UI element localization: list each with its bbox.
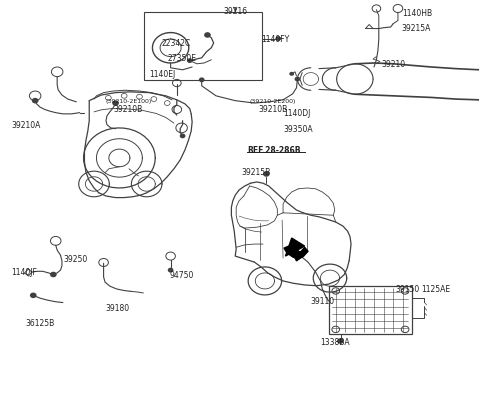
Circle shape (199, 78, 204, 83)
Text: 1140DJ: 1140DJ (283, 109, 311, 118)
Text: 39180: 39180 (105, 303, 129, 312)
Text: 1140FY: 1140FY (262, 35, 290, 45)
Bar (144, 13, 262, 81)
Text: (39210-2E100): (39210-2E100) (106, 99, 152, 104)
Text: 27350E: 27350E (167, 54, 196, 63)
Circle shape (289, 73, 294, 77)
Text: 22342C: 22342C (161, 39, 190, 49)
Text: 39350A: 39350A (283, 125, 312, 134)
Text: 94750: 94750 (169, 270, 193, 279)
Text: 39210A: 39210A (11, 121, 41, 130)
Circle shape (180, 134, 185, 139)
Circle shape (50, 272, 57, 277)
Text: REF.28-286B: REF.28-286B (247, 146, 300, 155)
Text: 36125B: 36125B (25, 318, 55, 327)
Text: 39210B: 39210B (258, 105, 288, 114)
Polygon shape (286, 239, 305, 261)
Text: 39210B: 39210B (113, 105, 143, 114)
Bar (328, 286, 412, 334)
Circle shape (337, 338, 344, 344)
Polygon shape (284, 247, 308, 259)
Text: (39210-2E200): (39210-2E200) (250, 99, 296, 104)
Circle shape (168, 268, 173, 273)
Circle shape (276, 37, 281, 42)
Text: 39215A: 39215A (402, 24, 431, 33)
Text: 1140EJ: 1140EJ (149, 70, 175, 79)
Text: 1125AE: 1125AE (421, 285, 450, 294)
Text: 39250: 39250 (63, 254, 87, 263)
Text: 39215B: 39215B (241, 168, 270, 177)
Text: 39210: 39210 (381, 60, 405, 69)
Circle shape (295, 77, 300, 82)
Circle shape (187, 59, 192, 64)
Text: 1140JF: 1140JF (11, 267, 37, 276)
Circle shape (32, 99, 38, 104)
Text: 1338BA: 1338BA (321, 337, 350, 346)
Text: 39216: 39216 (223, 7, 247, 16)
Circle shape (263, 172, 270, 177)
Text: 1140HB: 1140HB (402, 9, 432, 18)
Circle shape (112, 101, 119, 107)
Circle shape (297, 253, 303, 258)
Circle shape (30, 293, 36, 298)
Text: 39150: 39150 (396, 285, 420, 294)
Circle shape (204, 33, 211, 38)
Text: 39110: 39110 (311, 297, 335, 306)
